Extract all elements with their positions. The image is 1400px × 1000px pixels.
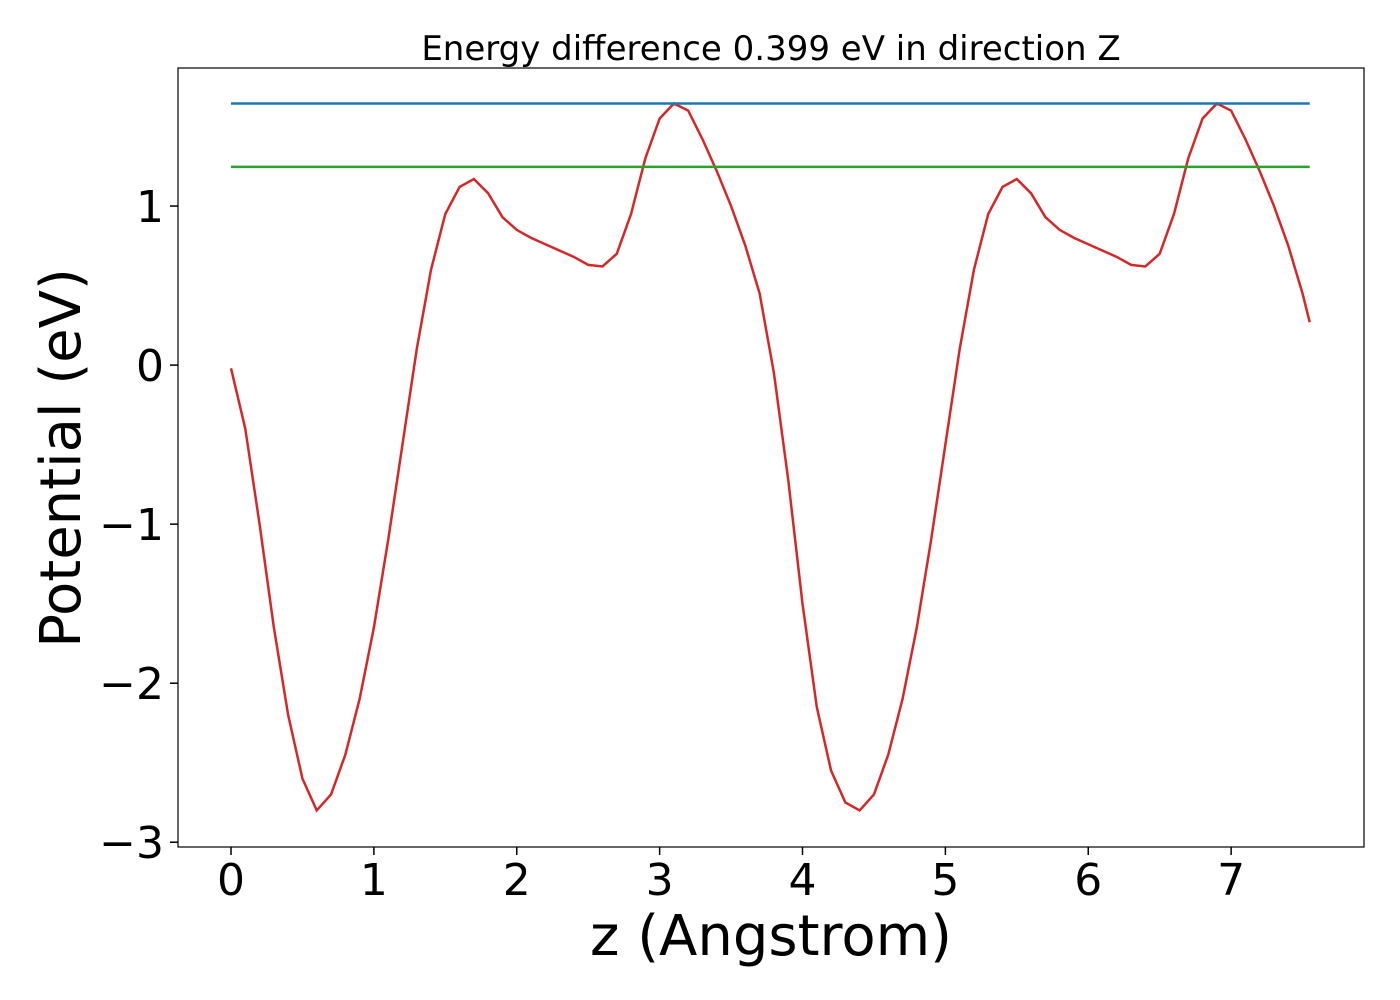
y-tick-label: −2 [99, 659, 164, 710]
x-tick-label: 2 [503, 855, 531, 906]
x-tick-label: 3 [646, 855, 674, 906]
x-tick-label: 1 [360, 855, 388, 906]
x-tick-label: 0 [217, 855, 245, 906]
x-tick-label: 4 [789, 855, 817, 906]
x-tick-label: 5 [931, 855, 959, 906]
plot-frame [177, 67, 1365, 848]
y-tick-label: −1 [99, 500, 164, 551]
data-line [229, 101, 1311, 813]
y-tick-label: −3 [99, 818, 164, 869]
y-tick-label: 1 [136, 182, 164, 233]
y-tick-label: 0 [136, 341, 164, 392]
x-tick-label: 7 [1217, 855, 1245, 906]
x-tick-label: 6 [1074, 855, 1102, 906]
chart-title: Energy difference 0.399 eV in direction … [421, 29, 1120, 69]
x-axis-label: z (Angstrom) [590, 904, 952, 969]
y-axis-label: Potential (eV) [29, 268, 94, 648]
